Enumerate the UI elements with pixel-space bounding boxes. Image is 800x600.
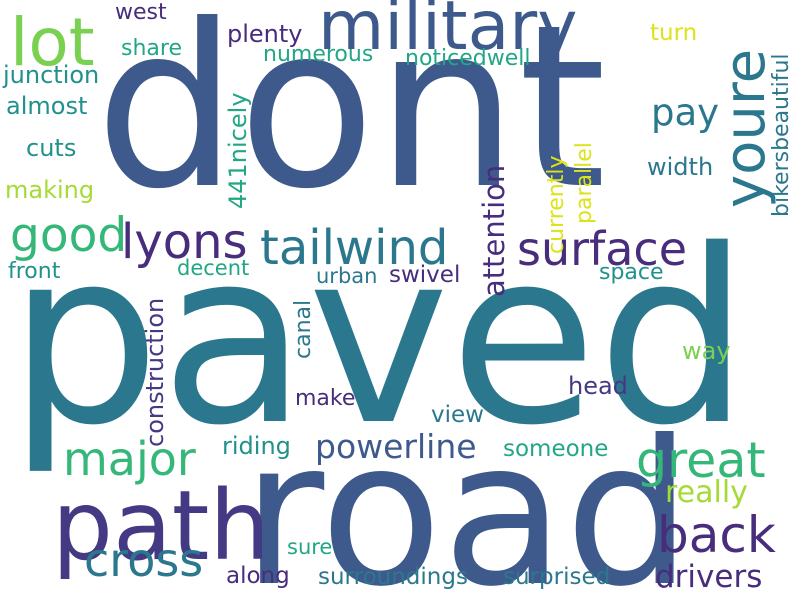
- word-lot: lot: [10, 4, 95, 81]
- word-dont: dont: [95, 0, 607, 239]
- word-surroundings: surroundings: [318, 564, 468, 590]
- word-path: path: [52, 470, 271, 582]
- word-back: back: [657, 506, 776, 564]
- word-decent: decent: [177, 256, 250, 280]
- word-space: space: [599, 260, 664, 285]
- word-lyons: lyons: [121, 214, 248, 270]
- word-surface: surface: [517, 222, 688, 276]
- word-surprised: surprised: [503, 564, 611, 590]
- word-really: really: [665, 475, 748, 510]
- word-almost: almost: [6, 92, 88, 120]
- word-bikersbeautiful: bikersbeautiful: [769, 53, 794, 217]
- word-plenty: plenty: [227, 20, 303, 48]
- word-youre: youre: [713, 48, 778, 208]
- word-cuts: cuts: [26, 134, 77, 162]
- word-pay: pay: [651, 91, 720, 134]
- word-road: road: [242, 398, 692, 600]
- word-someone: someone: [503, 436, 609, 462]
- word-swivel: swivel: [389, 262, 461, 288]
- word-powerline: powerline: [315, 427, 477, 466]
- word-currently: currently: [544, 155, 569, 255]
- word-junction: junction: [3, 61, 100, 89]
- word-441nicely: 441nicely: [224, 92, 252, 209]
- word-make: make: [295, 386, 356, 411]
- word-making: making: [5, 176, 95, 204]
- word-cross: cross: [84, 533, 204, 587]
- word-numerous: numerous: [263, 42, 374, 67]
- word-front: front: [8, 259, 61, 284]
- word-view: view: [431, 402, 484, 428]
- word-west: west: [115, 0, 167, 25]
- word-noticedwell: noticedwell: [405, 46, 531, 71]
- word-sure: sure: [287, 535, 333, 559]
- word-head: head: [568, 372, 628, 400]
- word-good: good: [10, 208, 128, 263]
- word-canal: canal: [291, 299, 316, 359]
- word-great: great: [636, 432, 766, 489]
- word-riding: riding: [222, 432, 291, 460]
- word-urban: urban: [316, 264, 378, 288]
- word-attention: attention: [477, 164, 511, 297]
- word-way: way: [682, 337, 731, 365]
- word-military: military: [318, 0, 578, 66]
- word-tailwind: tailwind: [260, 220, 449, 276]
- word-turn: turn: [650, 20, 698, 46]
- word-major: major: [63, 432, 196, 486]
- word-width: width: [647, 153, 714, 181]
- word-paved: paved: [8, 198, 750, 478]
- word-share: share: [121, 36, 182, 61]
- word-drivers: drivers: [655, 559, 763, 595]
- word-along: along: [226, 563, 290, 589]
- word-construction: construction: [141, 297, 169, 447]
- word-parallel: parallel: [572, 142, 597, 224]
